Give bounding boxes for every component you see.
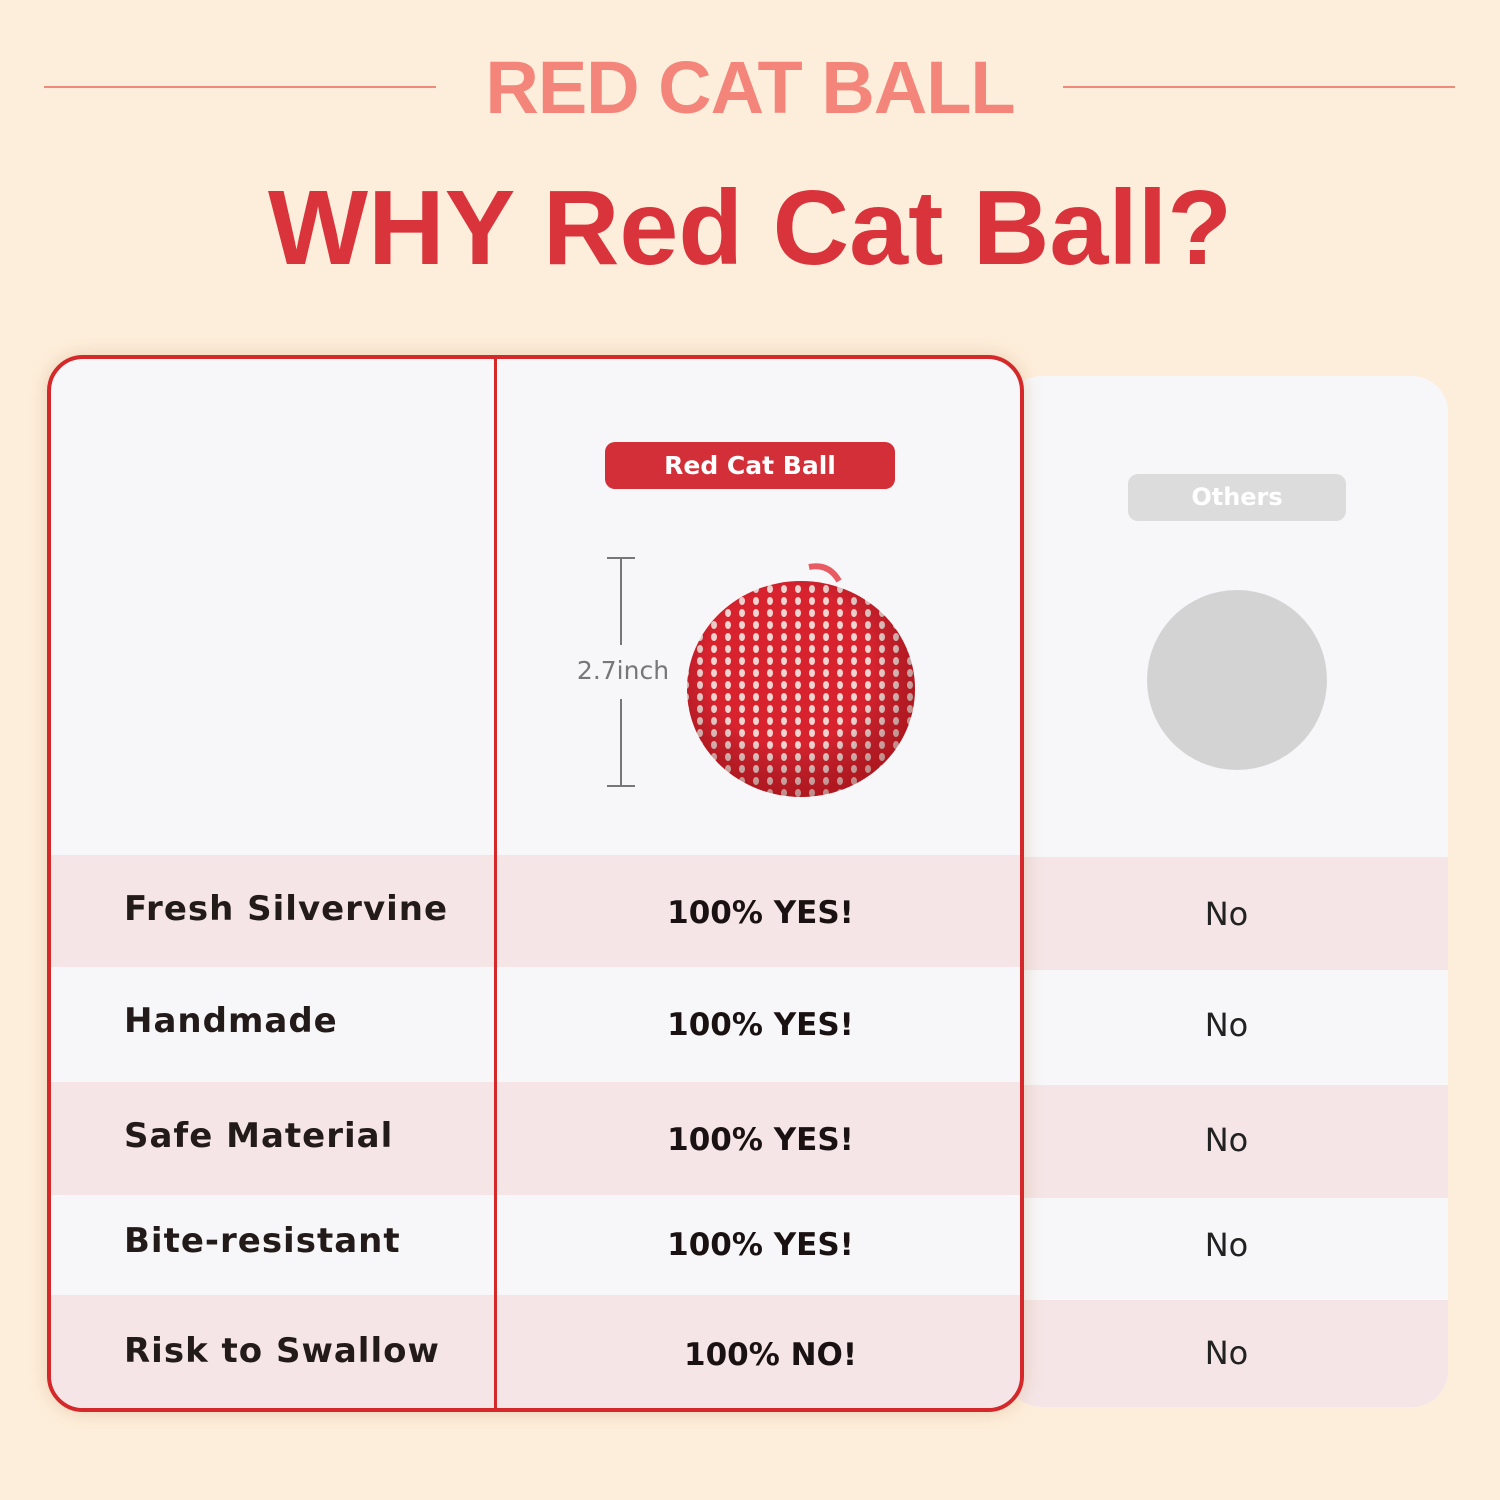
feature-label: Safe Material bbox=[124, 1116, 394, 1156]
feature-row: Safe Material 100% YES! bbox=[51, 1082, 1020, 1195]
ours-value: 100% YES! bbox=[667, 895, 854, 931]
feature-row: Handmade 100% YES! bbox=[51, 967, 1020, 1082]
ours-value: 100% NO! bbox=[684, 1337, 857, 1373]
ours-value: 100% YES! bbox=[667, 1122, 854, 1158]
left-rule bbox=[44, 86, 436, 88]
others-value: No bbox=[1204, 1006, 1249, 1044]
others-row: No bbox=[1005, 970, 1448, 1085]
others-row: No bbox=[1005, 1085, 1448, 1198]
feature-label: Bite-resistant bbox=[124, 1221, 401, 1261]
size-label: 2.7inch bbox=[576, 656, 670, 685]
feature-label: Risk to Swallow bbox=[124, 1331, 440, 1371]
ours-value: 100% YES! bbox=[667, 1007, 854, 1043]
others-row: No bbox=[1005, 1300, 1448, 1407]
right-rule bbox=[1063, 86, 1455, 88]
others-row: No bbox=[1005, 1198, 1448, 1300]
red-cat-ball-badge: Red Cat Ball bbox=[605, 442, 895, 489]
others-value: No bbox=[1204, 895, 1249, 933]
cat-ball-image bbox=[687, 563, 915, 797]
feature-row: Fresh Silvervine 100% YES! bbox=[51, 855, 1020, 967]
feature-row: Bite-resistant 100% YES! bbox=[51, 1195, 1020, 1295]
feature-label: Fresh Silvervine bbox=[124, 889, 449, 929]
others-placeholder-image bbox=[1147, 590, 1327, 770]
feature-row: Risk to Swallow 100% NO! bbox=[51, 1295, 1020, 1408]
others-value: No bbox=[1204, 1226, 1249, 1264]
ours-value: 100% YES! bbox=[667, 1227, 854, 1263]
column-divider bbox=[494, 359, 497, 1408]
others-row: No bbox=[1005, 857, 1448, 970]
headline: WHY Red Cat Ball? bbox=[268, 169, 1232, 287]
brand-title: RED CAT BALL bbox=[485, 46, 1015, 129]
others-value: No bbox=[1204, 1334, 1249, 1372]
comparison-card: Red Cat Ball 2.7inch Fresh Silvervine 10… bbox=[47, 355, 1024, 1412]
others-badge: Others bbox=[1128, 474, 1346, 521]
feature-label: Handmade bbox=[124, 1001, 338, 1041]
size-measure bbox=[607, 557, 637, 787]
others-value: No bbox=[1204, 1121, 1249, 1159]
others-column-card: Others No No No No No bbox=[1005, 376, 1448, 1407]
